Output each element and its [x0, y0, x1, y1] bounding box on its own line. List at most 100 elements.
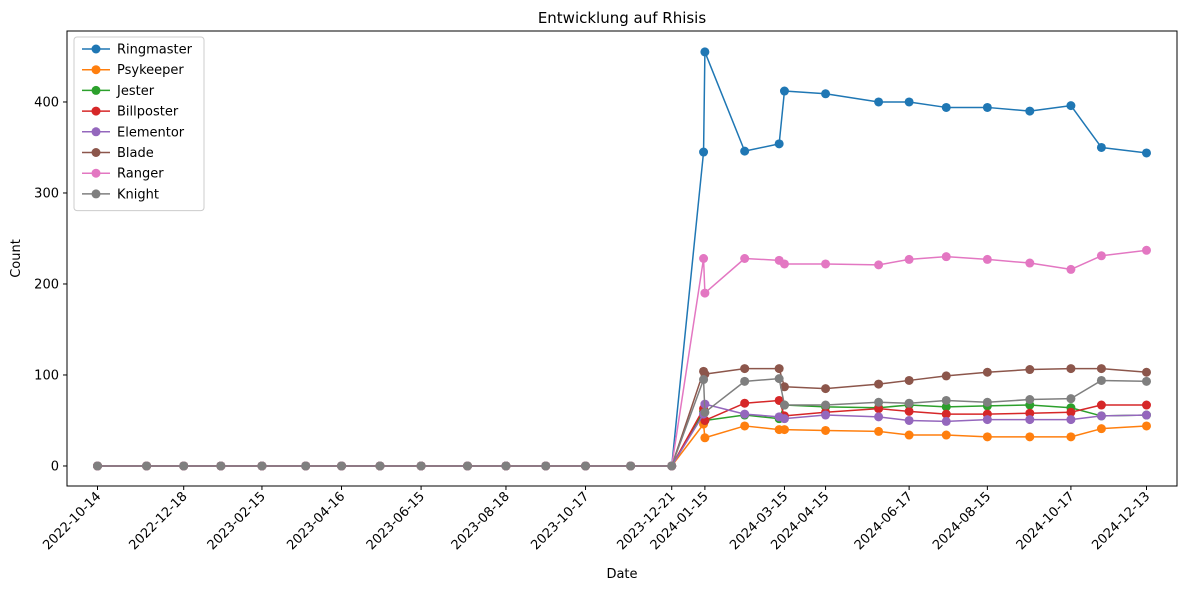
data-point	[740, 409, 750, 419]
legend-item: Elementor	[82, 125, 185, 140]
data-point	[779, 86, 789, 96]
data-point	[1096, 364, 1106, 374]
data-point	[740, 421, 750, 431]
legend-swatch-marker	[91, 168, 101, 178]
data-point	[874, 404, 884, 414]
y-tick-label: 200	[34, 277, 59, 292]
legend-swatch-marker	[91, 106, 101, 116]
data-point	[774, 364, 784, 374]
data-point	[821, 384, 831, 394]
data-point	[1025, 415, 1035, 425]
legend-label: Ranger	[117, 167, 164, 182]
plot-area	[93, 47, 1151, 471]
x-tick-label: 2023-04-16	[284, 489, 348, 553]
data-point	[740, 254, 750, 263]
data-point	[821, 400, 831, 410]
data-point	[501, 461, 511, 471]
data-point	[874, 379, 884, 389]
data-point	[1142, 410, 1151, 420]
data-point	[1066, 394, 1076, 404]
data-point	[700, 433, 710, 443]
data-point	[337, 461, 347, 471]
x-tick-label: 2024-10-17	[1014, 489, 1078, 553]
legend-box	[73, 36, 205, 212]
series-elementor	[93, 399, 1151, 471]
legend-swatch-marker	[91, 44, 101, 54]
data-point	[1142, 421, 1151, 431]
series-knight	[93, 374, 1151, 471]
data-point	[941, 252, 951, 262]
legend-label: Blade	[117, 146, 154, 161]
legend-label: Knight	[117, 187, 159, 202]
legend-item: Blade	[82, 146, 154, 161]
data-point	[779, 414, 789, 424]
data-point	[416, 461, 426, 471]
legend-label: Billposter	[117, 105, 179, 120]
chart-title: Entwicklung auf Rhisis	[538, 9, 707, 27]
series-jester	[93, 400, 1151, 471]
y-tick-label: 0	[51, 459, 59, 474]
x-tick-label: 2022-10-14	[40, 489, 104, 553]
data-point	[874, 412, 884, 422]
data-point	[700, 288, 710, 298]
legend-swatch-marker	[91, 148, 101, 157]
data-point	[1025, 408, 1035, 418]
legend-label: Jester	[116, 84, 155, 99]
data-point	[1096, 424, 1106, 434]
legend-item: Jester	[82, 84, 155, 99]
data-point	[1025, 395, 1035, 405]
data-point	[1096, 375, 1106, 385]
legend-swatch-marker	[91, 127, 101, 137]
data-point	[1066, 364, 1076, 374]
data-point	[700, 407, 710, 417]
data-point	[541, 461, 551, 471]
data-point	[774, 374, 784, 384]
data-point	[301, 461, 311, 471]
data-point	[941, 416, 951, 426]
data-point	[1096, 411, 1106, 421]
data-point	[941, 102, 951, 112]
data-point	[1025, 106, 1035, 116]
data-point	[904, 97, 914, 107]
data-point	[821, 425, 831, 435]
data-point	[904, 398, 914, 408]
legend-item: Ranger	[82, 167, 164, 182]
data-point	[700, 47, 710, 57]
data-point	[216, 461, 226, 471]
legend-item: Ringmaster	[82, 43, 193, 58]
data-point	[904, 430, 914, 440]
data-point	[874, 97, 884, 107]
data-point	[821, 259, 831, 269]
data-point	[463, 461, 472, 471]
legend-item: Billposter	[82, 105, 179, 120]
x-axis: 2022-10-14 2022-12-18 2023-02-15 2023-04-16…	[40, 486, 1153, 553]
data-point	[142, 461, 152, 471]
data-point	[1066, 415, 1076, 425]
data-point	[1025, 365, 1035, 375]
data-point	[581, 461, 591, 471]
series-line-psykeeper	[97, 423, 1147, 467]
data-point	[904, 406, 914, 416]
data-point	[1066, 432, 1076, 442]
series-psykeeper	[93, 419, 1151, 471]
x-tick-label: 2022-12-18	[126, 489, 190, 553]
x-tick-label: 2023-02-15	[205, 489, 269, 553]
legend-label: Elementor	[117, 125, 185, 140]
data-point	[779, 400, 789, 410]
data-point	[779, 259, 789, 269]
data-point	[699, 254, 709, 263]
series-billposter	[93, 395, 1151, 471]
data-point	[941, 402, 951, 412]
data-point	[904, 254, 914, 264]
data-point	[740, 376, 750, 386]
y-axis: 0 100 200 300 400	[34, 95, 67, 474]
data-point	[1025, 432, 1035, 442]
data-point	[375, 461, 385, 471]
legend-swatch-marker	[91, 189, 101, 199]
data-point	[821, 89, 831, 99]
x-tick-label: 2023-06-15	[364, 489, 428, 553]
y-tick-label: 300	[34, 186, 59, 201]
data-point	[667, 461, 677, 471]
legend: Ringmaster Psykeeper Jester Billposter Eleme…	[73, 36, 205, 212]
